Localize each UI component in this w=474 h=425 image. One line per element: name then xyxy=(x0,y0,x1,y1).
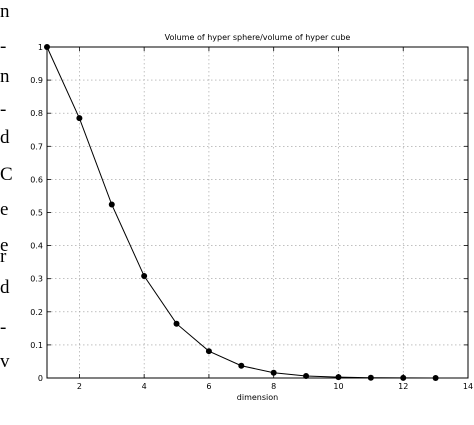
chart-title: Volume of hyper sphere/volume of hyper c… xyxy=(165,33,351,42)
y-tick-label: 0.2 xyxy=(30,308,43,317)
cropped-text-fragment: n xyxy=(0,66,10,87)
data-point xyxy=(432,374,439,381)
y-tick-label: 0.8 xyxy=(30,109,43,118)
grid xyxy=(47,47,468,378)
x-tick-label: 6 xyxy=(206,382,211,391)
x-tick-label: 10 xyxy=(333,382,343,391)
plot-area xyxy=(47,47,468,378)
cropped-text-fragment: C xyxy=(0,164,13,185)
cropped-text-fragment: - xyxy=(0,317,7,338)
data-point xyxy=(367,374,374,381)
data-point xyxy=(335,374,342,381)
data-point xyxy=(205,348,212,355)
cropped-text-fragment: d xyxy=(0,277,10,298)
y-tick-label: 0 xyxy=(38,374,43,383)
y-tick-label: 0.5 xyxy=(30,209,43,218)
y-tick-label: 1 xyxy=(38,43,43,52)
x-tick-label: 2 xyxy=(77,382,82,391)
cropped-text-fragment: d xyxy=(0,127,10,148)
cropped-text-fragment: r xyxy=(0,246,7,267)
y-tick-label: 0.1 xyxy=(30,341,43,350)
cropped-text-fragment: e xyxy=(0,199,9,220)
data-point xyxy=(303,373,310,380)
y-tick-label: 0.4 xyxy=(30,242,43,251)
cropped-text-fragment: n xyxy=(0,1,10,22)
cropped-text-fragment: - xyxy=(0,99,7,120)
x-axis-label: dimension xyxy=(237,393,278,402)
cropped-text-fragment: v xyxy=(0,351,10,372)
x-tick-label: 8 xyxy=(271,382,276,391)
cropped-text-fragment: - xyxy=(0,36,7,57)
x-tick-label: 14 xyxy=(463,382,473,391)
data-point xyxy=(108,201,115,208)
data-point xyxy=(238,362,245,369)
y-tick-label: 0.6 xyxy=(30,175,43,184)
y-tick-label: 0.9 xyxy=(30,76,43,85)
y-tick-label: 0.3 xyxy=(30,275,43,284)
y-tick-label: 0.7 xyxy=(30,142,43,151)
cropped-text-fragment: e xyxy=(0,235,9,256)
data-point xyxy=(400,374,407,381)
data-point xyxy=(141,273,148,280)
data-point xyxy=(173,320,180,327)
x-tick-label: 12 xyxy=(398,382,408,391)
data-point xyxy=(270,369,277,376)
data-point xyxy=(44,44,50,50)
x-tick-label: 4 xyxy=(142,382,147,391)
data-point xyxy=(76,115,83,122)
